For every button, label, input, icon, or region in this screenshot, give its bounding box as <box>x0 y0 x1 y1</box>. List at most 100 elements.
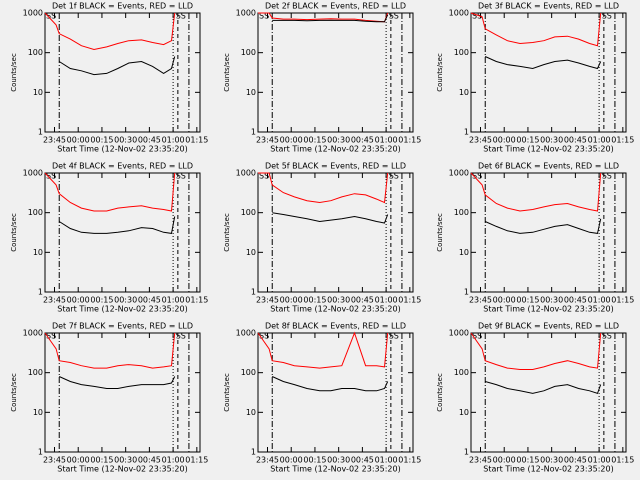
data-line <box>484 56 602 70</box>
y-tick-label: 1000 <box>449 329 469 338</box>
x-tick-label: 00:00 <box>280 136 303 145</box>
annotation: SS <box>389 172 399 181</box>
plot-frame <box>470 332 627 453</box>
data-line <box>257 331 389 369</box>
y-axis-label: Counts/sec <box>223 53 231 92</box>
x-tick-label: 00:15 <box>303 456 326 465</box>
y-tick-label: 10 <box>33 248 43 257</box>
annotation: SS <box>176 12 186 21</box>
x-tick-label: 00:15 <box>516 296 539 305</box>
x-tick-label: 00:15 <box>90 136 113 145</box>
panel: Det 5f BLACK = Events, RED = LLD Counts/s… <box>223 162 421 314</box>
x-tick-label: 00:45 <box>564 456 587 465</box>
annotation: SS <box>259 12 269 21</box>
y-tick-label: 100 <box>454 368 469 377</box>
x-tick-label: 01:15 <box>611 136 634 145</box>
y-axis-label: Counts/sec <box>10 373 18 412</box>
x-tick-label: 23:45 <box>43 136 66 145</box>
x-axis-label: Start Time (12-Nov-02 23:35:20) <box>483 145 613 154</box>
y-tick-label: 1 <box>464 448 469 457</box>
x-tick-label: 01:00 <box>375 456 398 465</box>
plot-frame <box>44 332 201 453</box>
x-tick-label: 01:15 <box>611 456 634 465</box>
y-tick-label: 1 <box>38 128 43 137</box>
y-tick-label: 1000 <box>449 9 469 18</box>
y-tick-label: 1 <box>38 448 43 457</box>
panel-title: Det 4f BLACK = Events, RED = LLD <box>52 162 193 171</box>
annotation: SS <box>389 12 399 21</box>
y-tick-label: 100 <box>241 368 256 377</box>
x-axis-label: Start Time (12-Nov-02 23:35:20) <box>483 465 613 474</box>
panel-title: Det 8f BLACK = Events, RED = LLD <box>265 322 406 331</box>
x-tick-label: 00:00 <box>67 136 90 145</box>
panel-title: Det 5f BLACK = Events, RED = LLD <box>265 162 406 171</box>
x-tick-label: 00:30 <box>327 136 350 145</box>
plot-frame <box>257 332 414 453</box>
annotation: SS <box>602 12 612 21</box>
data-line <box>44 172 176 212</box>
x-tick-label: 01:15 <box>398 136 421 145</box>
annotation: SS <box>46 332 56 341</box>
y-tick-label: 1 <box>251 448 256 457</box>
data-line <box>271 376 389 392</box>
plot-frame <box>470 12 627 133</box>
annotation: SS <box>176 172 186 181</box>
data-line <box>58 56 176 76</box>
annotation: SS <box>602 332 612 341</box>
x-tick-label: 23:45 <box>43 456 66 465</box>
x-tick-label: 00:00 <box>493 136 516 145</box>
x-axis-label: Start Time (12-Nov-02 23:35:20) <box>57 465 187 474</box>
y-axis-label: Counts/sec <box>10 53 18 92</box>
panel: Det 9f BLACK = Events, RED = LLD Counts/s… <box>436 322 634 474</box>
y-axis-label: Counts/sec <box>436 213 444 252</box>
x-tick-label: 01:15 <box>398 296 421 305</box>
y-tick-label: 1000 <box>23 169 43 178</box>
panel: Det 4f BLACK = Events, RED = LLD Counts/s… <box>10 162 208 314</box>
x-tick-label: 00:30 <box>114 136 137 145</box>
x-axis-label: Start Time (12-Nov-02 23:35:20) <box>483 305 613 314</box>
y-tick-label: 100 <box>454 208 469 217</box>
annotation: SS <box>259 332 269 341</box>
x-tick-label: 00:30 <box>540 456 563 465</box>
data-line <box>272 212 389 224</box>
x-tick-label: 00:45 <box>564 136 587 145</box>
y-tick-label: 10 <box>246 408 256 417</box>
y-tick-label: 10 <box>33 88 43 97</box>
y-axis-label: Counts/sec <box>223 213 231 252</box>
annotation: SS <box>472 12 482 21</box>
y-tick-label: 100 <box>241 48 256 57</box>
y-tick-label: 1 <box>251 128 256 137</box>
plot-frame <box>257 12 414 133</box>
data-line <box>272 14 389 23</box>
data-line <box>58 216 176 234</box>
x-tick-label: 23:45 <box>256 136 279 145</box>
y-axis-label: Counts/sec <box>436 373 444 412</box>
x-tick-label: 00:15 <box>90 456 113 465</box>
annotation: SS <box>176 332 186 341</box>
x-tick-label: 01:00 <box>588 136 611 145</box>
data-line <box>44 332 176 369</box>
plot-frame <box>44 12 201 133</box>
y-tick-label: 1 <box>251 288 256 297</box>
x-tick-label: 01:15 <box>185 456 208 465</box>
x-tick-label: 23:45 <box>469 456 492 465</box>
x-tick-label: 23:45 <box>469 136 492 145</box>
panel: Det 3f BLACK = Events, RED = LLD Counts/s… <box>436 2 634 154</box>
plot-frame <box>470 172 627 293</box>
x-tick-label: 00:45 <box>138 456 161 465</box>
data-line <box>258 12 389 23</box>
panel-title: Det 1f BLACK = Events, RED = LLD <box>52 2 193 11</box>
data-line <box>484 218 602 234</box>
x-tick-label: 00:15 <box>516 456 539 465</box>
x-tick-label: 01:15 <box>185 136 208 145</box>
x-tick-label: 00:45 <box>138 136 161 145</box>
data-line <box>470 332 602 370</box>
x-axis-label: Start Time (12-Nov-02 23:35:20) <box>270 465 400 474</box>
x-tick-label: 00:30 <box>114 456 137 465</box>
y-tick-label: 1 <box>464 128 469 137</box>
y-tick-label: 1 <box>464 288 469 297</box>
x-tick-label: 00:30 <box>327 456 350 465</box>
y-tick-label: 1000 <box>236 9 256 18</box>
x-tick-label: 23:45 <box>256 456 279 465</box>
x-tick-label: 00:45 <box>564 296 587 305</box>
